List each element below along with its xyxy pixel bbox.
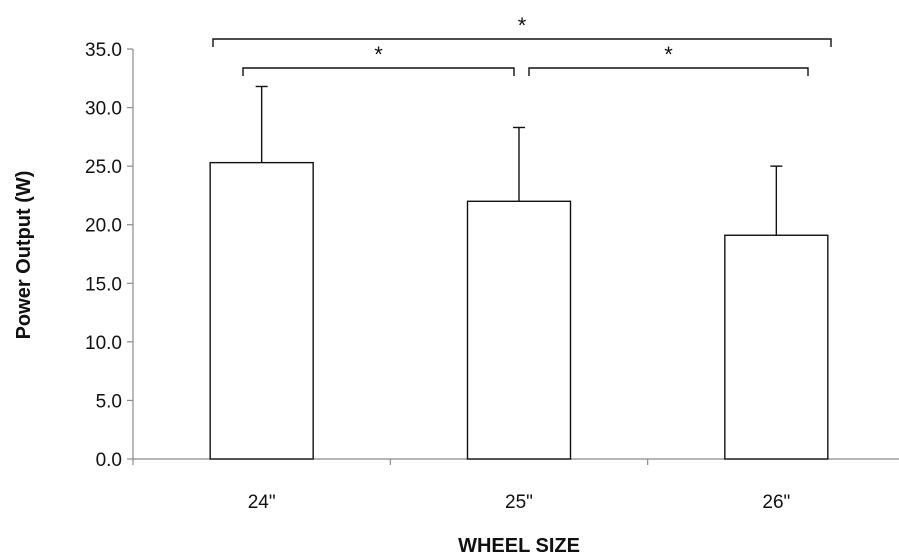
bar bbox=[466, 200, 572, 460]
significance-bracket bbox=[212, 38, 832, 47]
significance-bracket bbox=[528, 67, 809, 76]
bars bbox=[209, 161, 829, 460]
y-tick-label: 0.0 bbox=[96, 450, 122, 471]
y-tick-label: 35.0 bbox=[85, 40, 122, 61]
x-tick-label: 25" bbox=[505, 492, 533, 513]
bar bbox=[209, 161, 314, 460]
significance-brackets: * * * bbox=[212, 13, 832, 76]
bar bbox=[724, 234, 829, 460]
x-tick-label: 26" bbox=[762, 492, 790, 513]
y-tick-label: 20.0 bbox=[85, 216, 122, 237]
y-tick-label: 15.0 bbox=[85, 274, 122, 295]
x-axis: 24" 25" 26" bbox=[132, 458, 899, 513]
significance-star: * bbox=[518, 13, 527, 38]
x-axis-title: WHEEL SIZE bbox=[458, 535, 580, 557]
y-tick-label: 25.0 bbox=[85, 157, 122, 178]
y-axis: 0.0 5.0 10.0 15.0 20.0 25.0 30.0 35.0 bbox=[85, 40, 134, 471]
error-bars bbox=[255, 85, 783, 236]
x-tick-label: 24" bbox=[248, 492, 276, 513]
y-tick-label: 30.0 bbox=[85, 99, 122, 120]
significance-star: * bbox=[664, 42, 673, 67]
significance-star: * bbox=[374, 42, 383, 67]
y-tick-label: 10.0 bbox=[85, 333, 122, 354]
y-axis-title: Power Output (W) bbox=[13, 171, 35, 340]
y-tick-label: 5.0 bbox=[96, 391, 122, 412]
significance-bracket bbox=[242, 67, 515, 76]
